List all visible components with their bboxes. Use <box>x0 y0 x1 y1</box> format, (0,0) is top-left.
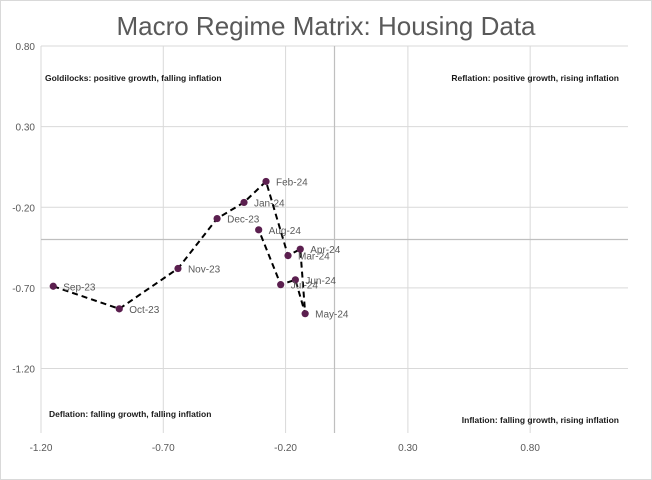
y-tick-label: -1.20 <box>12 365 35 376</box>
data-label: Mar-24 <box>298 252 330 263</box>
data-point <box>240 198 248 207</box>
data-point <box>277 281 285 289</box>
data-label: Jun-24 <box>305 276 336 287</box>
data-point <box>174 264 182 273</box>
data-label: Nov-23 <box>188 265 221 276</box>
data-label: Sep-23 <box>63 282 96 293</box>
y-tick-label: 0.30 <box>16 123 36 134</box>
x-tick-label: -1.20 <box>30 443 53 454</box>
data-point <box>262 177 270 186</box>
quadrant-label-bottom-left: Deflation: falling growth, falling infla… <box>49 409 211 419</box>
x-tick-label: 0.80 <box>520 443 540 454</box>
data-label: Apr-24 <box>310 245 340 256</box>
quadrant-label-bottom-right: Inflation: falling growth, rising inflat… <box>462 415 619 425</box>
quadrant-label-top-left: Goldilocks: positive growth, falling inf… <box>45 73 222 83</box>
data-point <box>296 245 304 253</box>
x-tick-label: -0.70 <box>152 443 175 454</box>
data-label: Aug-24 <box>269 226 302 237</box>
data-point <box>49 282 57 290</box>
y-tick-label: -0.20 <box>12 203 35 214</box>
data-label: Dec-23 <box>227 215 260 226</box>
data-label: Jan-24 <box>254 198 285 209</box>
data-label: Oct-23 <box>129 305 159 316</box>
data-point <box>291 276 299 284</box>
x-tick-label: 0.30 <box>398 443 418 454</box>
data-point <box>115 305 123 313</box>
quadrant-label-top-right: Reflation: positive growth, rising infla… <box>451 73 619 83</box>
data-point <box>255 226 263 234</box>
data-point <box>301 310 309 318</box>
y-tick-label: -0.70 <box>12 284 35 295</box>
chart-title: Macro Regime Matrix: Housing Data <box>116 11 536 41</box>
data-label: May-24 <box>315 310 349 321</box>
data-point <box>213 214 221 223</box>
y-tick-label: 0.80 <box>16 42 36 53</box>
data-label: Jul-24 <box>291 281 319 292</box>
x-tick-label: -0.20 <box>274 443 297 454</box>
data-label: Feb-24 <box>276 177 308 188</box>
data-point <box>284 252 292 260</box>
